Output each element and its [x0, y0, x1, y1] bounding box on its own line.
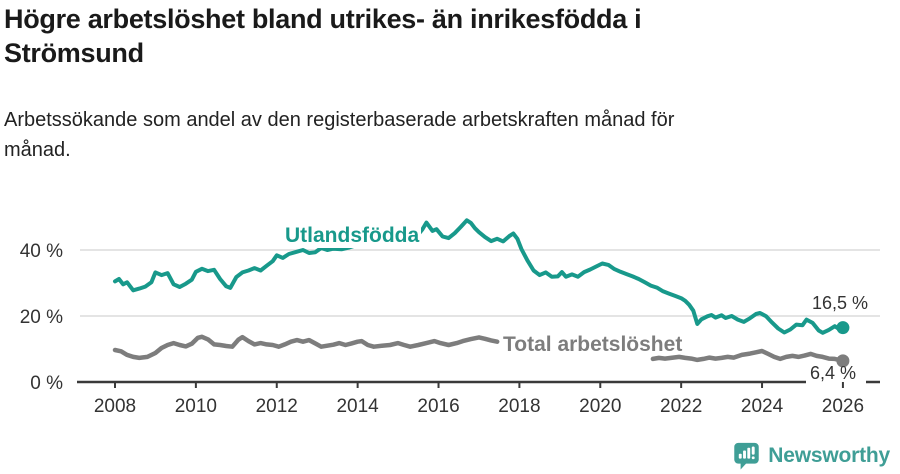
x-tick-label-2020: 2020 — [579, 396, 621, 417]
chart-subtitle: Arbetssökande som andel av den registerb… — [4, 105, 864, 165]
y-tick-label-20: 20 % — [20, 307, 63, 328]
x-tick-label-2014: 2014 — [336, 396, 379, 417]
series-line-total-seg1 — [112, 334, 500, 361]
series-end-dot-total — [836, 354, 850, 368]
series-label-total-arbetsloshet: Total arbetslöshet — [503, 333, 683, 356]
title-line-2: Strömsund — [4, 38, 144, 68]
x-tick-label-2022: 2022 — [660, 396, 702, 417]
x-tick-label-2010: 2010 — [175, 396, 217, 417]
series-end-dot-utlandsfodda — [836, 321, 850, 335]
x-tick-label-2012: 2012 — [256, 396, 298, 417]
newsworthy-logo-icon — [734, 442, 760, 470]
end-value-total: 6,4 % — [810, 363, 857, 383]
subtitle-line-2: månad. — [4, 139, 71, 161]
end-value-utlandsfodda: 16,5 % — [812, 293, 869, 313]
y-tick-label-40: 40 % — [20, 241, 63, 262]
line-chart-plot: 40 % 20 % 0 % 2008 2010 2012 2014 2016 2018 2020 2… — [20, 218, 880, 417]
x-tick-label-2024: 2024 — [741, 396, 784, 417]
newsworthy-logo-text: Newsworthy — [768, 443, 890, 467]
series-line-utlandsfodda-seg1 — [113, 218, 845, 335]
newsworthy-logo[interactable]: Newsworthy — [732, 441, 890, 470]
x-tick-label-2016: 2016 — [417, 396, 459, 417]
title-line-1: Högre arbetslöshet bland utrikes- än inr… — [4, 4, 642, 34]
logo-bars-icon — [739, 446, 755, 460]
page-title: Högre arbetslöshet bland utrikes- än inr… — [4, 2, 864, 70]
subtitle-line-1: Arbetssökande som andel av den registerb… — [4, 109, 675, 131]
x-tick-label-2018: 2018 — [498, 396, 540, 417]
series-label-utlandsfodda: Utlandsfödda — [283, 224, 422, 248]
y-tick-label-0: 0 % — [30, 373, 63, 394]
series-line-total-seg2 — [650, 348, 846, 364]
x-tick-label-2008: 2008 — [94, 396, 136, 417]
x-tick-label-2026: 2026 — [822, 396, 864, 417]
